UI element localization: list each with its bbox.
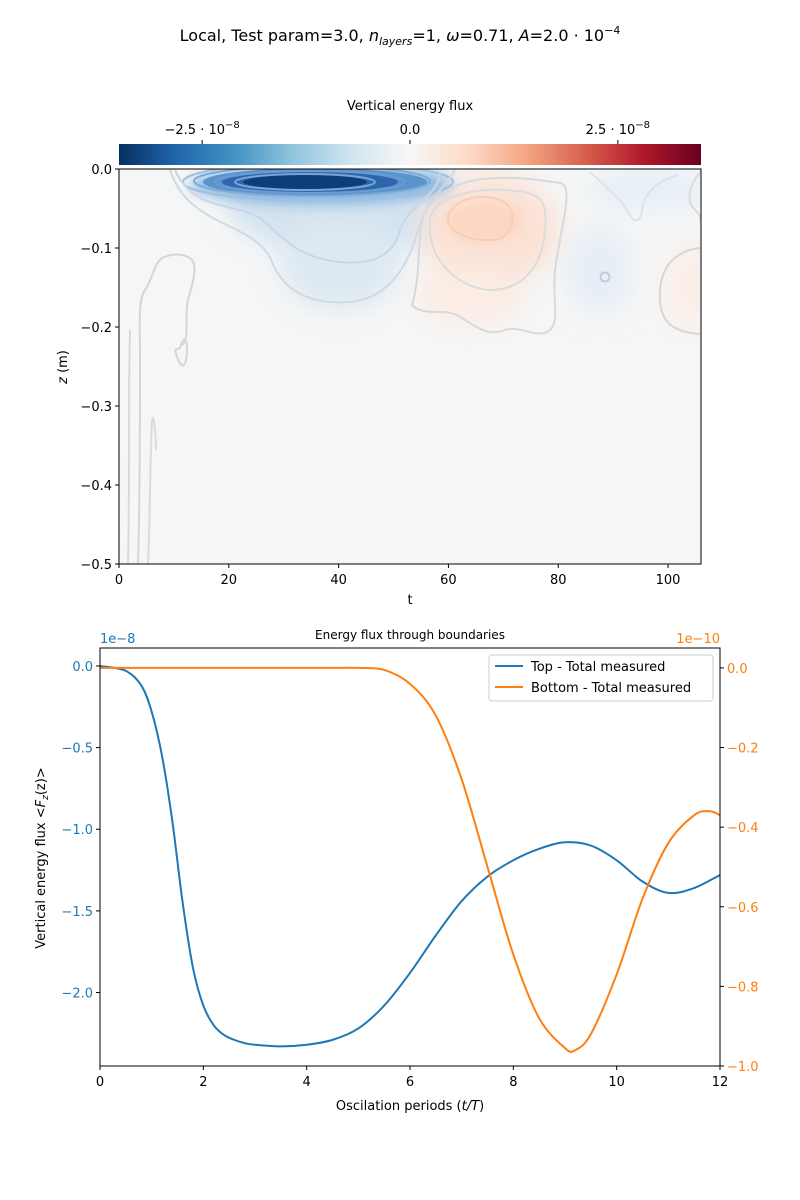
line-x-tick-label-2: 4 — [303, 1075, 311, 1090]
series-bottom-total-measured — [100, 666, 720, 1053]
line-left-y-label: Vertical energy flux <Fz(z)> — [34, 767, 51, 948]
colorbar-tick-label-2: 2.5 · 10−8 — [586, 120, 650, 138]
line-x-tick-label-5: 10 — [608, 1075, 625, 1090]
heatmap-y-axis: 0.0 −0.1 −0.2 −0.3 −0.4 −0.5 — [80, 163, 119, 573]
positive-region-edge — [665, 240, 701, 330]
contour-edge-top — [688, 171, 701, 223]
contour-edge-right — [658, 247, 701, 335]
line-x-tick-label-3: 6 — [406, 1075, 414, 1090]
left-y-tick-label-3: −1.5 — [61, 905, 93, 920]
left-y-tick-label-2: −1.0 — [61, 823, 93, 838]
negative-region-top-right — [590, 170, 701, 210]
contour-pos-1 — [446, 195, 514, 242]
left-y-tick-label-1: −0.5 — [61, 742, 93, 757]
heatmap-x-axis: 0 20 40 60 80 100 — [115, 564, 681, 588]
series-top-total-measured — [100, 664, 720, 1048]
heatmap-colour-regions — [225, 169, 701, 330]
figure-title: Local, Test param=3.0, nlayers=1, ω=0.71… — [180, 24, 621, 48]
line-x-tick-label-0: 0 — [96, 1075, 104, 1090]
contour-zero-right — [410, 176, 568, 335]
line-left-axis: 0.0 −0.5 −1.0 −1.5 −2.0 — [61, 660, 100, 1002]
heatmap-field — [127, 169, 701, 564]
heatmap-y-tick-label-5: −0.5 — [80, 558, 112, 573]
contour-neg-5 — [174, 169, 441, 264]
heatmap-y-tick-label-3: −0.3 — [80, 400, 112, 415]
heatmap-y-tick-label-2: −0.2 — [80, 321, 112, 336]
colorbar-tick-label-1: 0.0 — [400, 123, 421, 138]
heatmap-panel: 0 20 40 60 80 100 0.0 −0.1 −0.2 −0.3 −0.4 −0.5 t z… — [56, 163, 702, 608]
positive-core-glow — [447, 202, 523, 242]
heatmap-x-tick-label-3: 60 — [440, 573, 457, 588]
heatmap-y-tick-label-1: −0.1 — [80, 242, 112, 257]
heatmap-y-tick-label-4: −0.4 — [80, 479, 112, 494]
line-x-tick-label-4: 8 — [509, 1075, 517, 1090]
line-x-tick-label-1: 2 — [199, 1075, 207, 1090]
contour-neg-2 — [214, 170, 406, 194]
negative-core-inner — [243, 175, 367, 189]
right-y-tick-label-5: −1.0 — [727, 1060, 759, 1075]
line-x-tick-label-6: 12 — [712, 1075, 729, 1090]
heatmap-x-tick-label-2: 40 — [330, 573, 347, 588]
legend-box — [488, 654, 714, 702]
contour-neg-3 — [193, 169, 431, 197]
line-x-axis: 0 2 4 6 8 10 12 — [96, 1066, 728, 1090]
heatmap-x-tick-label-0: 0 — [115, 573, 123, 588]
positive-region-lower — [415, 265, 525, 325]
heatmap-x-tick-label-4: 80 — [550, 573, 567, 588]
contour-left-plume — [137, 253, 196, 564]
right-y-tick-label-0: 0.0 — [727, 662, 748, 677]
line-series-group — [100, 664, 720, 1053]
right-y-tick-label-1: −0.2 — [727, 742, 759, 757]
colorbar-label: Vertical energy flux — [347, 99, 474, 114]
heatmap-frame — [118, 168, 702, 565]
line-x-label: Oscilation periods (t/T) — [336, 1099, 484, 1114]
line-panel: Energy flux through boundaries 0 2 4 6 8 10 12… — [34, 628, 759, 1114]
heatmap-y-label: z (m) — [56, 350, 71, 385]
contour-left-loop — [173, 338, 189, 367]
right-axis-offset-label: 1e−10 — [676, 632, 720, 647]
line-right-axis: 0.0 −0.2 −0.4 −0.6 −0.8 −1.0 — [720, 662, 759, 1075]
right-y-tick-label-4: −0.8 — [727, 980, 759, 995]
right-y-tick-label-2: −0.4 — [727, 821, 759, 836]
contour-left-edge — [127, 329, 131, 564]
heatmap-x-tick-label-5: 100 — [656, 573, 681, 588]
colorbar-tick-label-0: −2.5 · 10−8 — [165, 120, 240, 138]
legend: Top - Total measured Bottom - Total meas… — [488, 654, 714, 702]
negative-region-deep — [280, 220, 400, 310]
left-axis-offset-label: 1e−8 — [100, 632, 135, 647]
contour-neg-1 — [234, 173, 376, 191]
contour-small-circle — [599, 271, 611, 283]
legend-label-bottom: Bottom - Total measured — [531, 681, 691, 696]
colorbar: Vertical energy flux −2.5 · 10−8 0.0 2.5 ·… — [119, 99, 701, 165]
right-y-tick-label-3: −0.6 — [727, 901, 759, 916]
heatmap-x-tick-label-1: 20 — [221, 573, 238, 588]
contour-pos-2 — [428, 188, 547, 292]
left-y-tick-label-0: 0.0 — [72, 660, 93, 675]
heatmap-y-tick-label-0: 0.0 — [91, 163, 112, 178]
line-chart-frame — [99, 647, 721, 1067]
contour-left-inner — [147, 417, 157, 564]
negative-region-right — [565, 225, 635, 315]
legend-label-top: Top - Total measured — [530, 660, 665, 675]
line-chart-title: Energy flux through boundaries — [315, 628, 505, 642]
contour-top-right — [589, 171, 679, 222]
heatmap-x-label: t — [407, 593, 412, 608]
contour-lines — [127, 169, 701, 564]
left-y-tick-label-4: −2.0 — [61, 987, 93, 1002]
colorbar-gradient — [119, 144, 701, 165]
